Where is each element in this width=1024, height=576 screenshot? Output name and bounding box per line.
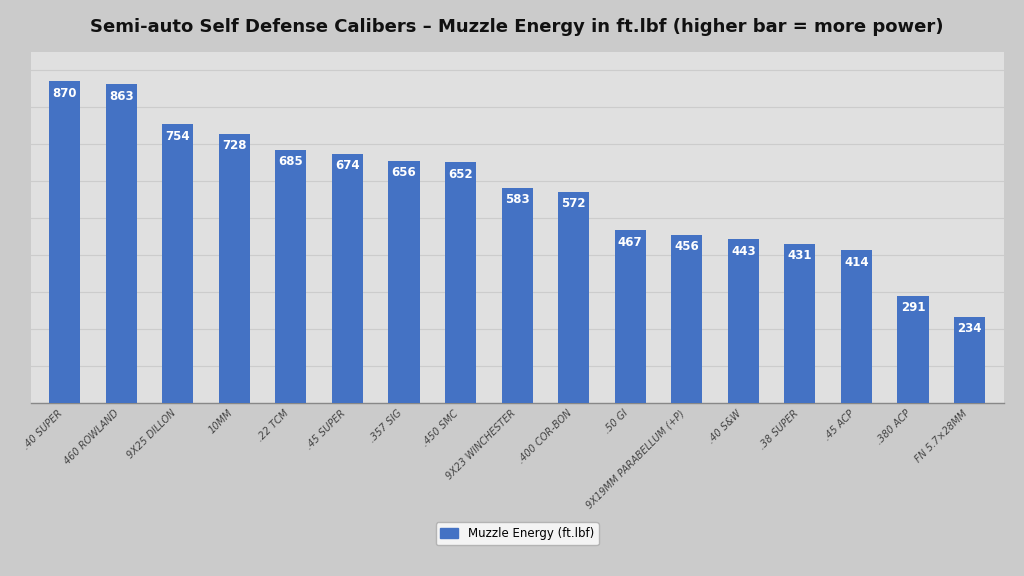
- Text: 754: 754: [166, 130, 190, 143]
- Text: 728: 728: [222, 139, 247, 153]
- Bar: [219, 134, 250, 403]
- Bar: [445, 162, 476, 403]
- Text: 467: 467: [617, 236, 642, 249]
- Text: 863: 863: [109, 89, 133, 103]
- Text: 234: 234: [957, 322, 982, 335]
- Bar: [672, 234, 702, 403]
- Bar: [558, 192, 589, 403]
- Text: 583: 583: [505, 193, 529, 206]
- Legend: Muzzle Energy (ft.lbf): Muzzle Energy (ft.lbf): [435, 522, 599, 545]
- Bar: [162, 124, 194, 403]
- Text: 656: 656: [391, 166, 417, 179]
- Bar: [332, 154, 362, 403]
- Bar: [388, 161, 420, 403]
- Text: 674: 674: [335, 160, 359, 172]
- Bar: [614, 230, 646, 403]
- Text: 443: 443: [731, 245, 756, 258]
- Bar: [841, 250, 872, 403]
- Bar: [49, 81, 80, 403]
- Text: 414: 414: [844, 256, 868, 268]
- Text: 572: 572: [561, 197, 586, 210]
- Text: 456: 456: [675, 240, 699, 253]
- Text: 685: 685: [279, 156, 303, 168]
- Bar: [105, 84, 137, 403]
- Text: 431: 431: [787, 249, 812, 262]
- Bar: [275, 150, 306, 403]
- Title: Semi-auto Self Defense Calibers – Muzzle Energy in ft.lbf (higher bar = more pow: Semi-auto Self Defense Calibers – Muzzle…: [90, 18, 944, 36]
- Text: 652: 652: [449, 168, 473, 181]
- Text: 291: 291: [901, 301, 926, 314]
- Bar: [897, 295, 929, 403]
- Bar: [728, 240, 759, 403]
- Bar: [502, 188, 532, 403]
- Text: 870: 870: [52, 87, 77, 100]
- Bar: [784, 244, 815, 403]
- Bar: [954, 317, 985, 403]
